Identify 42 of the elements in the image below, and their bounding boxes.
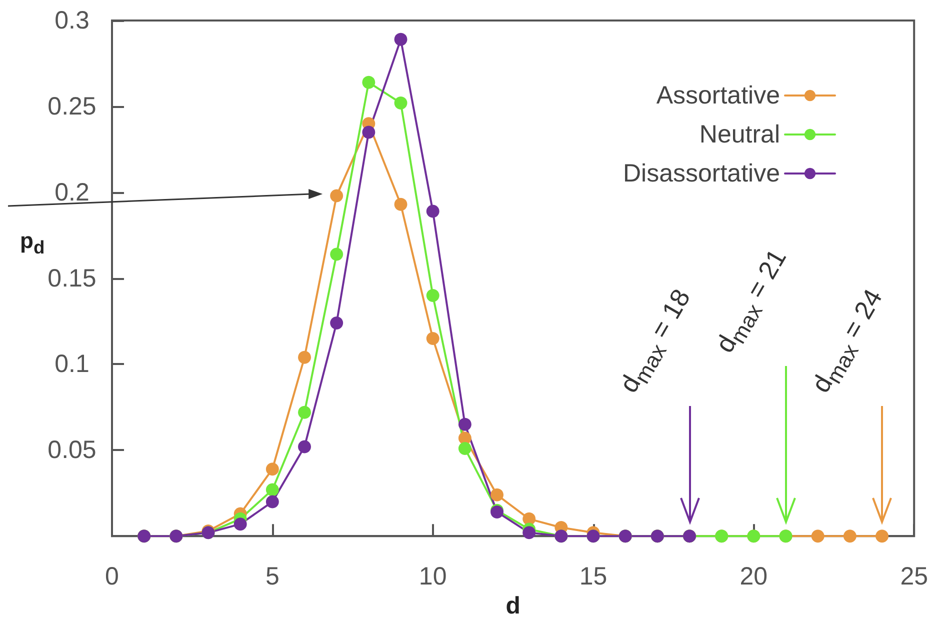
y-tick-label: 0.15 xyxy=(48,264,96,292)
point xyxy=(843,530,856,543)
point xyxy=(330,316,344,330)
point xyxy=(394,32,408,46)
x-tick-label: 20 xyxy=(740,562,768,591)
x-axis-title: d xyxy=(506,592,520,620)
point xyxy=(330,189,344,202)
point xyxy=(426,288,440,302)
point xyxy=(876,530,889,543)
point xyxy=(458,418,472,431)
point xyxy=(362,76,376,89)
point xyxy=(811,530,824,543)
point xyxy=(458,442,472,455)
point xyxy=(426,332,440,345)
legend-label: Assortative xyxy=(656,82,780,110)
legend-label: Neutral xyxy=(699,120,780,148)
y-tick-label: 0.05 xyxy=(48,436,96,464)
point xyxy=(266,483,279,496)
point xyxy=(266,495,279,508)
point xyxy=(426,204,440,218)
point xyxy=(490,488,504,502)
x-tick-label: 10 xyxy=(418,562,447,591)
y-tick-label: 0.2 xyxy=(54,178,90,206)
point xyxy=(298,406,312,419)
x-tick-label: 5 xyxy=(265,562,280,591)
point xyxy=(330,248,344,261)
point xyxy=(234,518,247,531)
point xyxy=(298,350,312,364)
y-tick-label: 0.25 xyxy=(48,92,96,120)
y-tick-label: 0.3 xyxy=(54,6,90,34)
legend-label: Disassortative xyxy=(623,160,780,188)
x-tick-label: 25 xyxy=(900,562,928,591)
point xyxy=(266,462,279,476)
y-axis-title: p$_{d}$ xyxy=(20,228,45,259)
x-tick-label: 15 xyxy=(579,562,608,591)
point xyxy=(394,198,408,211)
point xyxy=(522,526,536,540)
y-tick-label: 0.1 xyxy=(54,350,90,378)
point xyxy=(362,126,376,139)
point xyxy=(394,96,408,110)
point xyxy=(298,440,312,454)
x-tick-label: 0 xyxy=(105,562,119,591)
